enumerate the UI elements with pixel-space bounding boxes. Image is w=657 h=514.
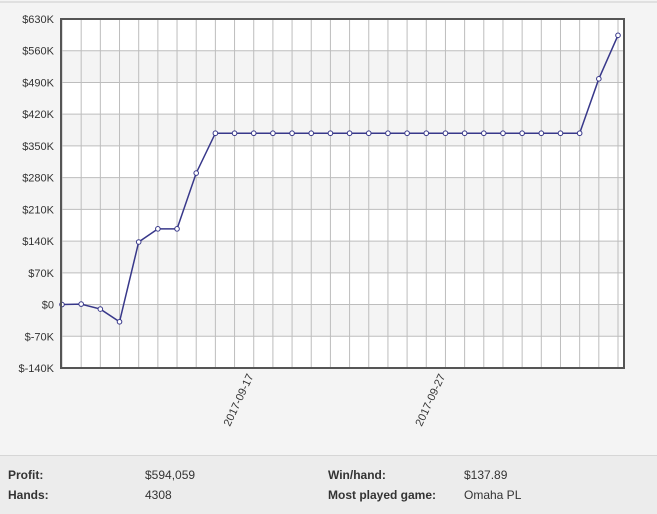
y-tick-label: $350K: [22, 141, 54, 153]
stats-panel: Profit: $594,059 Win/hand: $137.89 Hands: 430…: [0, 455, 657, 514]
stat-label: Profit:: [8, 468, 44, 482]
point: [270, 130, 276, 137]
point: [155, 226, 161, 232]
y-tick-label: $210K: [22, 204, 54, 216]
point: [576, 130, 583, 137]
point: [442, 130, 449, 137]
y-tick-label: $420K: [22, 109, 54, 121]
stat-value: 4308: [145, 488, 172, 502]
grid-band: [61, 304, 624, 337]
y-tick-label: $-140K: [19, 363, 55, 375]
grid-band: [61, 177, 624, 210]
stat-value: $137.89: [464, 468, 508, 482]
stat-label: Hands:: [8, 488, 49, 502]
point: [212, 130, 219, 137]
stat-value: Omaha PL: [464, 488, 522, 502]
point: [193, 170, 200, 176]
point: [480, 130, 487, 137]
stat-value: $594,059: [145, 468, 196, 482]
point: [346, 130, 353, 137]
grid-band: [61, 50, 624, 83]
y-tick-label: $490K: [22, 77, 54, 89]
point: [308, 130, 315, 137]
y-tick-label: $630K: [22, 14, 54, 26]
y-tick-label: $140K: [22, 236, 54, 248]
stat-label: Most played game:: [328, 488, 437, 502]
point: [557, 130, 564, 137]
line: [61, 35, 619, 323]
plot-frame: [60, 18, 625, 369]
point: [289, 130, 295, 137]
y-tick-label: $280K: [22, 173, 54, 185]
point: [327, 130, 334, 137]
point: [461, 130, 468, 137]
point: [423, 130, 430, 137]
chart: $-140K $-70K $0 $70K $140K $210K $280K $350K $42…: [0, 1, 657, 428]
point: [97, 306, 104, 312]
point: [500, 130, 506, 137]
point: [519, 130, 525, 137]
point: [116, 318, 123, 325]
point: [596, 76, 602, 82]
point: [538, 130, 545, 137]
y-tick-label: $70K: [28, 268, 54, 280]
stat-label: Win/hand:: [328, 468, 386, 482]
y-tick-label: $-70K: [25, 331, 55, 343]
point: [174, 226, 180, 232]
point: [365, 130, 372, 137]
x-tick-label: 2017-09-27: [414, 372, 449, 428]
point: [615, 32, 621, 39]
x-tick-label: 2017-09-17: [222, 372, 257, 428]
point: [78, 301, 84, 307]
point: [385, 130, 391, 137]
point: [250, 130, 257, 137]
y-tick-label: $0: [42, 300, 54, 312]
grid-band: [61, 114, 624, 146]
y-tick-label: $560K: [22, 46, 54, 58]
point: [231, 130, 238, 137]
point: [135, 239, 142, 245]
point: [404, 130, 410, 137]
grid-band: [61, 241, 624, 273]
